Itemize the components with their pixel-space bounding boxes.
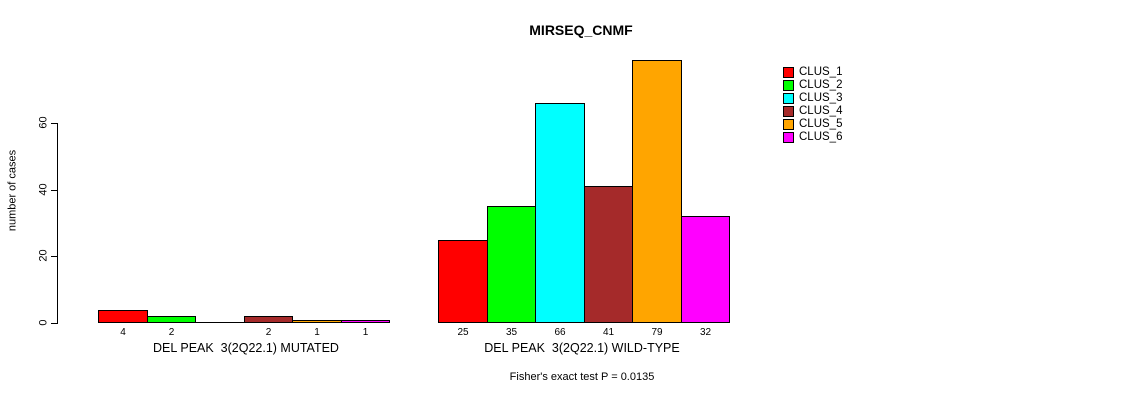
bar: [292, 320, 342, 323]
bar-zero-height: [195, 322, 245, 323]
bar: [584, 186, 633, 323]
bar: [147, 316, 196, 323]
bar-value-label: 1: [314, 327, 320, 338]
bar: [341, 320, 390, 323]
legend-color-swatch: [783, 106, 794, 117]
bar-value-label: 66: [554, 327, 566, 338]
legend-item-label: CLUS_5: [799, 118, 843, 130]
bar: [487, 206, 536, 323]
y-axis-tick-label: 20: [37, 249, 50, 262]
legend-color-swatch: [783, 119, 794, 130]
bar: [438, 240, 488, 323]
legend: CLUS_1 CLUS_2 CLUS_3 CLUS_4 CLUS_5 CLUS_6: [783, 66, 842, 144]
chart-title: MIRSEQ_CNMF: [529, 22, 633, 38]
group-label-wildtype: DEL PEAK 3(2Q22.1) WILD-TYPE: [484, 341, 680, 355]
bar: [632, 60, 682, 323]
bar-value-label: 79: [651, 327, 663, 338]
legend-item-label: CLUS_4: [799, 105, 843, 117]
y-axis-tick-label: 0: [37, 319, 50, 326]
bar: [535, 103, 585, 323]
legend-item-label: CLUS_2: [799, 79, 843, 91]
bar: [244, 316, 293, 323]
legend-item-label: CLUS_6: [799, 131, 843, 143]
bar-value-label: 1: [362, 327, 369, 338]
legend-color-swatch: [783, 80, 794, 91]
bar-value-label: 41: [602, 327, 615, 338]
bar-value-label: 32: [699, 327, 712, 338]
y-axis-label: number of cases: [6, 149, 19, 232]
legend-item: CLUS_3: [783, 92, 842, 105]
legend-item-label: CLUS_1: [799, 66, 843, 78]
bar-value-label: 2: [265, 327, 272, 338]
legend-item: CLUS_1: [783, 66, 842, 79]
y-axis-tick: [51, 256, 58, 257]
legend-item: CLUS_6: [783, 131, 842, 144]
group-label-mutated: DEL PEAK 3(2Q22.1) MUTATED: [153, 341, 339, 355]
y-axis-tick: [51, 123, 58, 124]
legend-color-swatch: [783, 132, 794, 143]
y-axis-tick: [51, 190, 58, 191]
bar-value-label: 35: [505, 327, 518, 338]
bar: [98, 310, 148, 323]
legend-item: CLUS_5: [783, 118, 842, 131]
y-axis-line: [57, 123, 58, 324]
legend-item: CLUS_2: [783, 79, 842, 92]
legend-color-swatch: [783, 67, 794, 78]
legend-color-swatch: [783, 93, 794, 104]
y-axis-tick-label: 40: [37, 183, 50, 196]
legend-item-label: CLUS_3: [799, 92, 843, 104]
bar-value-label: 25: [457, 327, 469, 338]
legend-item: CLUS_4: [783, 105, 842, 118]
y-axis-tick: [51, 323, 58, 324]
bar-value-label: 2: [168, 327, 175, 338]
fisher-test-annotation: Fisher's exact test P = 0.0135: [509, 371, 655, 383]
y-axis-tick-label: 60: [37, 116, 50, 129]
bar: [681, 216, 730, 323]
bar-value-label: 4: [120, 327, 126, 338]
